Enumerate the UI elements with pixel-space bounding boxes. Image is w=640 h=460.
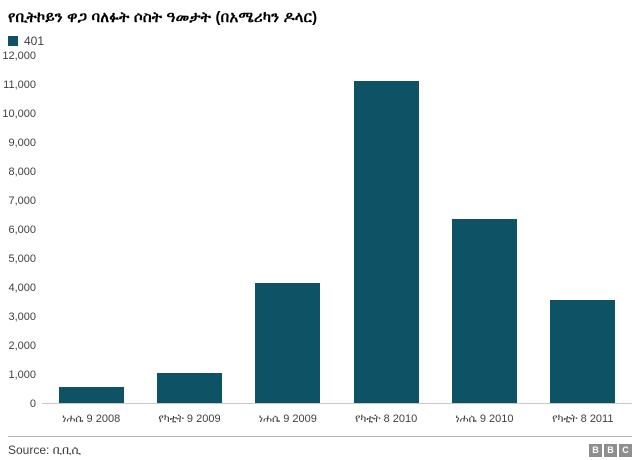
x-axis-label: ነሐሴ 9 2009 [258,413,317,425]
y-axis-tick-label: 6,000 [8,224,36,236]
bar-column [337,56,435,403]
plot-column: ነሐሴ 9 2008 የካቲት 9 2009 ነሐሴ 9 2009 የካቲት 8 20… [42,56,632,426]
x-axis-label: ነሐሴ 9 2010 [455,413,514,425]
bar-column [239,56,337,403]
y-axis-tick-label: 2,000 [8,340,36,352]
chart-title: የቢትኮይን ዋጋ ባለፉት ሶስት ዓመታት (በአሜሪካን ዶላር) [8,9,318,26]
bar-chart: 12,000 11,000 10,000 9,000 8,000 7,000 6,000 5,… [2,50,632,426]
x-axis-label: የካቲት 8 2010 [355,413,418,425]
source-label: Source: ቢቢሲ [8,443,82,457]
x-axis: ነሐሴ 9 2008 የካቲት 9 2009 ነሐሴ 9 2009 የካቲት 8 20… [42,404,632,426]
bar [255,283,321,403]
bar [157,372,222,403]
bar [58,387,124,403]
legend-swatch-icon [8,36,18,46]
bbc-logo-block: B [604,444,617,457]
y-axis-tick-label: 10,000 [2,108,36,120]
bar [550,300,616,403]
y-axis-tick-label: 1,000 [8,369,36,381]
x-axis-label: የካቲት 8 2011 [552,413,614,425]
y-axis-tick-label: 5,000 [8,253,36,265]
bar [452,219,517,403]
plot-area [42,56,632,404]
y-axis-tick-label: 0 [29,398,36,410]
legend-label: 401 [24,34,45,48]
x-axis-label: ነሐሴ 9 2008 [62,413,121,425]
bar-column [140,56,238,403]
bbc-logo-block: C [619,444,632,457]
x-axis-label: የካቲት 9 2009 [158,413,221,425]
bar-column [435,56,533,403]
bar [353,80,419,403]
bar-column [42,56,140,403]
y-axis-tick-label: 11,000 [3,79,36,91]
bar-column [534,56,632,403]
y-axis-tick-label: 4,000 [8,282,36,294]
y-axis-tick-label: 3,000 [8,311,36,323]
y-axis-tick-label: 12,000 [2,50,36,62]
y-axis-tick-label: 7,000 [8,195,36,207]
y-axis: 12,000 11,000 10,000 9,000 8,000 7,000 6,000 5,… [2,50,42,410]
bbc-logo-block: B [589,444,602,457]
y-axis-tick-label: 9,000 [8,137,36,149]
y-axis-tick-label: 8,000 [8,166,36,178]
legend: 401 [8,35,632,47]
